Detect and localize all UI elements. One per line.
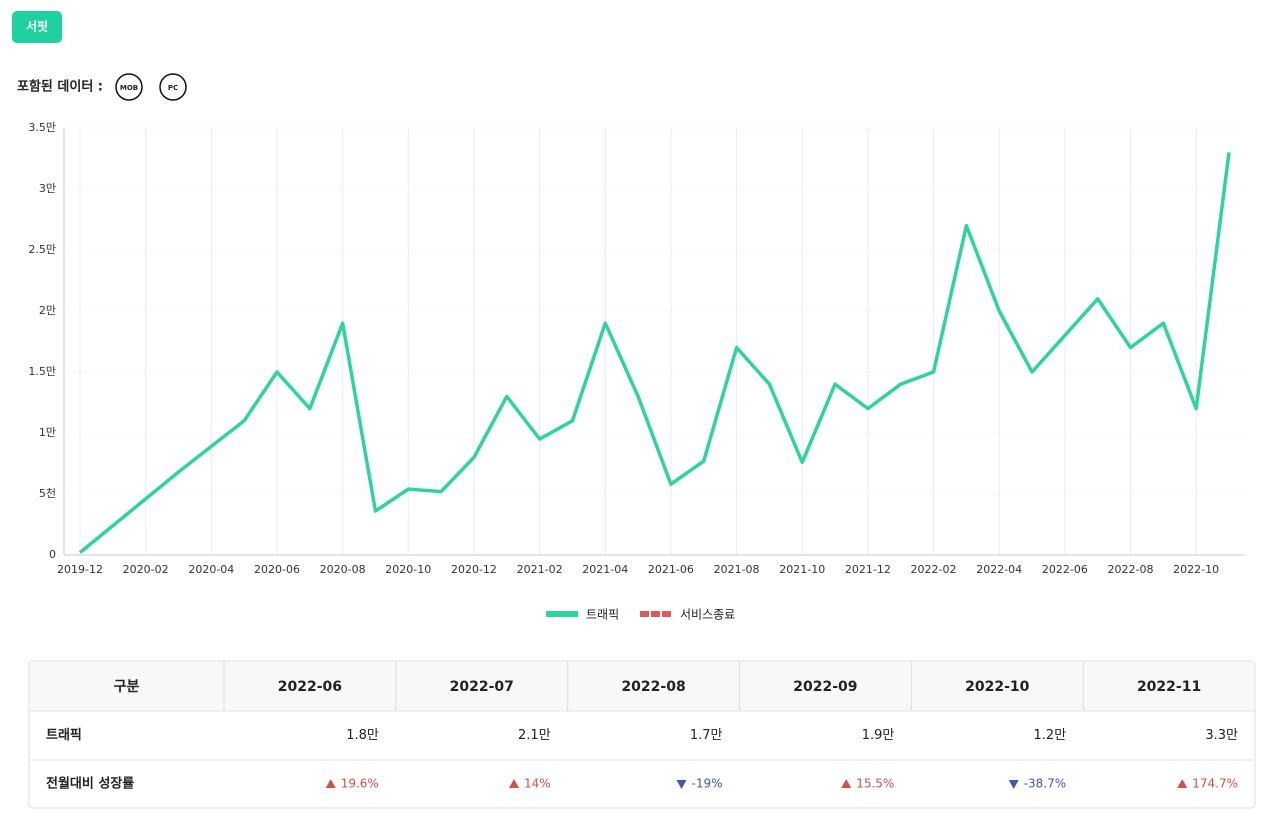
table-header-cell: 구분: [114, 679, 140, 695]
table-row-label: 전월대비 성장률: [46, 776, 134, 792]
table-cell: 1.7만: [690, 728, 723, 743]
table-header-cell: 2022-11: [1137, 679, 1201, 695]
table-header-cell: 2022-06: [278, 679, 342, 695]
legend-swatch: [651, 611, 660, 617]
x-tick-label: 2022-10: [1173, 563, 1219, 576]
table-cell: 3.3만: [1205, 728, 1238, 743]
x-tick-label: 2020-02: [123, 563, 169, 576]
legend-swatch: [640, 611, 649, 617]
x-tick-label: 2022-04: [976, 563, 1022, 576]
table-cell: 1.9만: [862, 728, 895, 743]
legend-swatch: [662, 611, 671, 617]
legend-swatch: [546, 611, 578, 617]
x-tick-label: 2021-04: [582, 563, 628, 576]
button[interactable]: [12, 11, 62, 43]
line-series: [78, 152, 1231, 554]
table-row-label: 트래픽: [46, 727, 82, 743]
button-label[interactable]: 서핏: [26, 19, 48, 34]
x-tick-label: 2020-08: [320, 563, 366, 576]
y-tick-label: 2.5만: [28, 243, 56, 256]
x-tick-label: 2020-06: [254, 563, 300, 576]
x-tick-label: 2021-12: [845, 563, 891, 576]
x-tick-label: 2020-10: [385, 563, 431, 576]
table-cell: 1.8만: [346, 728, 379, 743]
x-tick-label: 2021-10: [779, 563, 825, 576]
y-tick-label: 3.5만: [28, 121, 56, 134]
table-header-cell: 2022-09: [793, 679, 857, 695]
y-tick-label: 3만: [39, 182, 56, 195]
x-tick-label: 2021-02: [517, 563, 563, 576]
table-cell: 2.1만: [518, 728, 551, 743]
table-header-bg: [30, 662, 1254, 711]
trend-arrow: [325, 779, 336, 788]
table-header-cell: 2022-08: [621, 679, 685, 695]
growth-value: 174.7%: [1192, 777, 1238, 791]
x-tick-label: 2021-06: [648, 563, 694, 576]
table-header-cell: 2022-10: [965, 679, 1030, 695]
x-tick-label: 2019-12: [57, 563, 103, 576]
badge: [115, 73, 143, 101]
trend-arrow: [1177, 779, 1188, 788]
trend-arrow: [841, 779, 852, 788]
included-label: 포함된 데이터 :: [17, 79, 103, 95]
x-tick-label: 2020-04: [188, 563, 234, 576]
growth-value: -38.7%: [1024, 777, 1066, 791]
legend-label: 서비스종료: [680, 608, 735, 622]
x-tick-label: 2020-12: [451, 563, 497, 576]
table-cell: 1.2만: [1034, 728, 1067, 743]
trend-arrow: [1008, 780, 1019, 789]
trend-arrow: [508, 779, 519, 788]
badge-label: PC: [168, 84, 178, 92]
y-tick-label: 5천: [39, 486, 56, 500]
growth-value: 19.6%: [341, 777, 379, 791]
growth-value: 15.5%: [856, 777, 894, 791]
x-tick-label: 2022-06: [1042, 563, 1088, 576]
trend-arrow: [676, 780, 687, 789]
table-header-cell: 2022-07: [450, 679, 514, 695]
badge-label: MOB: [120, 84, 138, 92]
x-tick-label: 2022-08: [1108, 563, 1154, 576]
growth-value: -19%: [691, 777, 722, 791]
x-tick-label: 2022-02: [911, 563, 957, 576]
y-tick-label: 1만: [39, 426, 56, 439]
y-tick-label: 1.5만: [28, 365, 56, 378]
legend-label: 트래픽: [586, 608, 619, 622]
y-tick-label: 2만: [39, 304, 56, 317]
y-tick-label: 0: [49, 548, 56, 561]
x-tick-label: 2021-08: [714, 563, 760, 576]
badge: [159, 73, 187, 101]
growth-value: 14%: [524, 777, 551, 791]
